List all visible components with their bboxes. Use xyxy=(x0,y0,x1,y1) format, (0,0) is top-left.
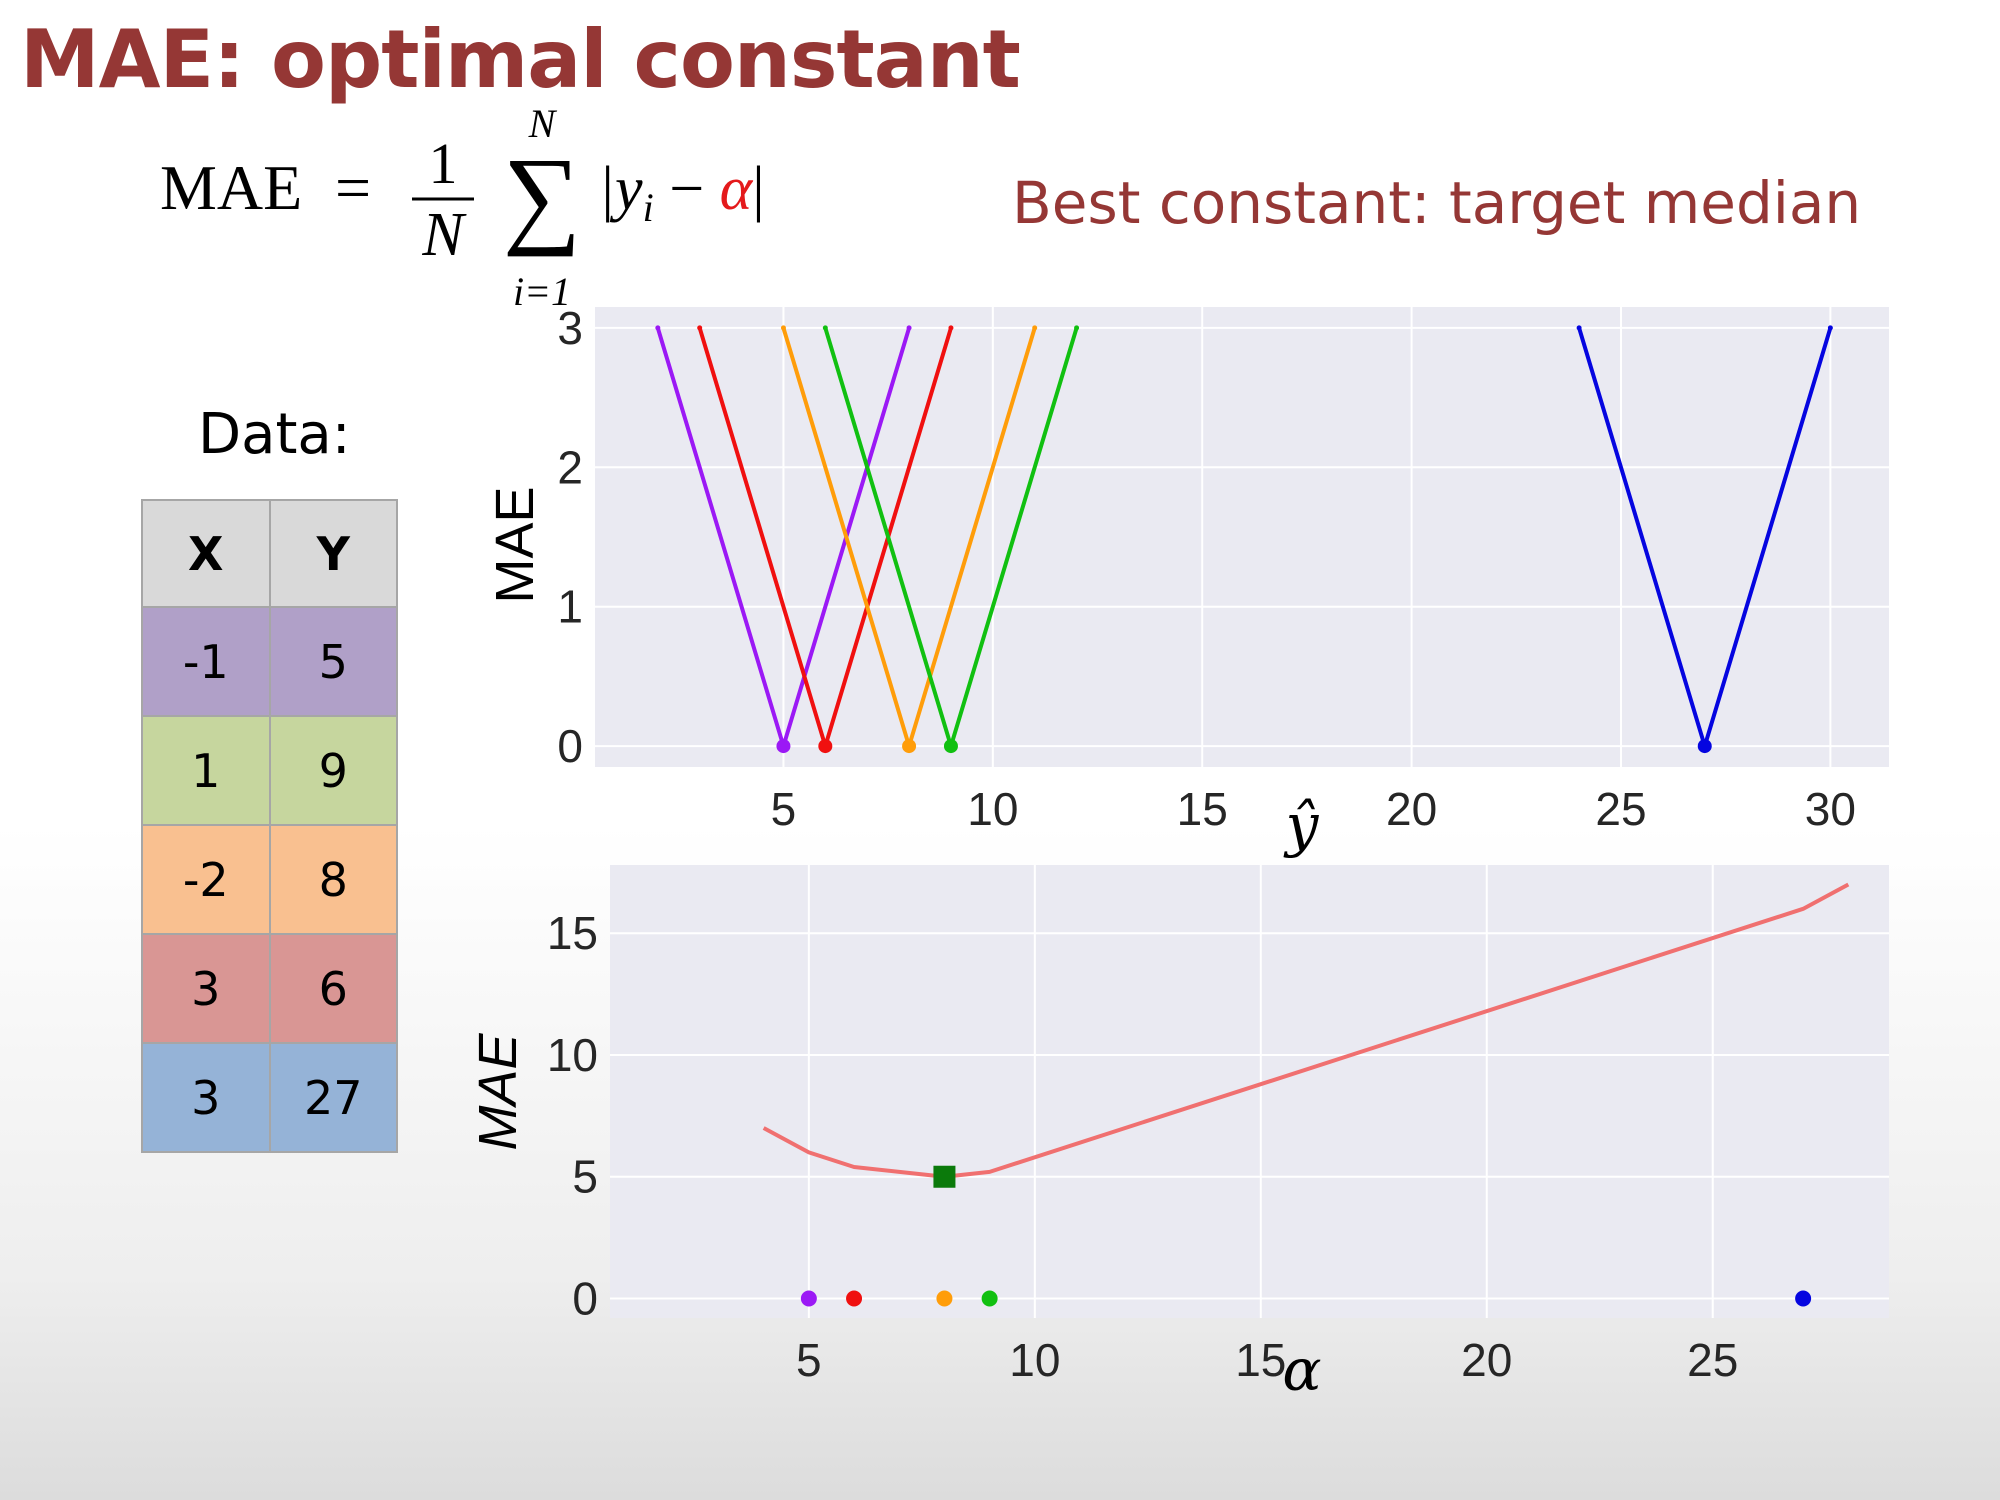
cell-y: 6 xyxy=(268,933,398,1044)
page-title: MAE: optimal constant xyxy=(20,13,1021,106)
y-tick-label: 5 xyxy=(572,1151,598,1203)
series-end-point xyxy=(822,325,828,331)
cell-y: 8 xyxy=(268,824,398,935)
series-min-marker xyxy=(902,739,917,754)
formula-sum-upper: N xyxy=(528,105,558,146)
formula-term: |yi − α| xyxy=(598,155,765,230)
cell-y: 27 xyxy=(268,1042,398,1153)
cell-x: -1 xyxy=(141,606,271,717)
series-min-marker xyxy=(943,739,958,754)
cell-x: 3 xyxy=(141,1042,271,1153)
x-tick-label: 10 xyxy=(967,783,1018,835)
x-axis-label: ŷ xyxy=(1283,791,1320,859)
series-end-point xyxy=(1074,325,1080,331)
x-tick-label: 20 xyxy=(1386,783,1437,835)
series-line xyxy=(823,327,1079,749)
x-tick-label: 30 xyxy=(1805,783,1856,835)
table-row: -2 8 xyxy=(141,824,398,935)
x-tick-label: 25 xyxy=(1595,783,1646,835)
formula-denominator: N xyxy=(421,201,467,269)
series-end-point xyxy=(780,325,786,331)
series-min-marker xyxy=(776,739,791,754)
cell-x: 1 xyxy=(141,715,271,826)
data-point xyxy=(981,1290,998,1307)
y-tick-label: 1 xyxy=(557,581,583,633)
plot-area xyxy=(595,307,1889,767)
series-end-point xyxy=(948,325,954,331)
header-y: Y xyxy=(268,499,398,608)
table-row: -1 5 xyxy=(141,606,398,717)
x-tick-label: 5 xyxy=(771,783,797,835)
formula-minus: − xyxy=(654,155,720,223)
series-end-point xyxy=(906,325,912,331)
y-axis-label: MAE xyxy=(485,486,545,603)
formula-sum-lower: i=1 xyxy=(513,269,571,314)
plot-area xyxy=(610,865,1889,1318)
header-x: X xyxy=(141,499,271,608)
y-tick-label: 0 xyxy=(572,1273,598,1325)
series-line xyxy=(697,327,953,749)
formula-alpha: α xyxy=(720,155,754,223)
cell-y: 9 xyxy=(268,715,398,826)
series-min-marker xyxy=(1697,739,1712,754)
series-end-point xyxy=(697,325,703,331)
series-end-point xyxy=(1576,325,1582,331)
x-tick-label: 20 xyxy=(1461,1334,1512,1386)
x-tick-label: 15 xyxy=(1177,783,1228,835)
data-point xyxy=(800,1290,817,1307)
optimum-marker xyxy=(933,1165,956,1188)
formula-sum-symbol: ∑ xyxy=(503,135,581,257)
table-row: 3 27 xyxy=(141,1042,398,1153)
data-point xyxy=(1795,1290,1812,1307)
cell-x: 3 xyxy=(141,933,271,1044)
series-min-marker xyxy=(818,739,833,754)
y-tick-label: 15 xyxy=(547,907,598,959)
x-tick-label: 25 xyxy=(1687,1334,1738,1386)
y-tick-label: 2 xyxy=(557,441,583,493)
series-line xyxy=(781,327,1037,749)
table-row: 1 9 xyxy=(141,715,398,826)
formula-term-sub: i xyxy=(643,185,654,230)
series-end-point xyxy=(1827,325,1833,331)
table-row: 3 6 xyxy=(141,933,398,1044)
data-table: X Y -1 5 1 9 -2 8 3 6 3 27 xyxy=(141,499,398,1153)
data-label: Data: xyxy=(198,402,351,467)
x-axis-label: α xyxy=(1282,1336,1321,1404)
cell-y: 5 xyxy=(268,606,398,717)
series-line xyxy=(1577,327,1833,749)
y-tick-label: 0 xyxy=(557,720,583,772)
series-end-point xyxy=(655,325,661,331)
formula-term-y: |y xyxy=(598,155,643,223)
x-tick-label: 5 xyxy=(796,1334,822,1386)
formula-equals: = xyxy=(335,152,371,223)
formula-lhs: MAE xyxy=(160,152,302,223)
mae-formula: MAE = 1 N N ∑ i=1 |yi − α| xyxy=(160,105,765,314)
formula-numerator: 1 xyxy=(429,131,458,196)
series-end-point xyxy=(1032,325,1038,331)
data-point xyxy=(936,1290,953,1307)
y-axis-label: MAE xyxy=(468,1033,528,1151)
subtitle-best-constant: Best constant: target median xyxy=(1012,169,1862,237)
x-tick-label: 10 xyxy=(1009,1334,1060,1386)
x-tick-label: 15 xyxy=(1235,1334,1286,1386)
formula-close-bar: | xyxy=(752,155,764,223)
data-point xyxy=(846,1290,863,1307)
series-line xyxy=(762,882,1850,1179)
table-header-row: X Y xyxy=(141,499,398,608)
cell-x: -2 xyxy=(141,824,271,935)
series-line xyxy=(655,327,911,749)
y-tick-label: 10 xyxy=(547,1029,598,1081)
